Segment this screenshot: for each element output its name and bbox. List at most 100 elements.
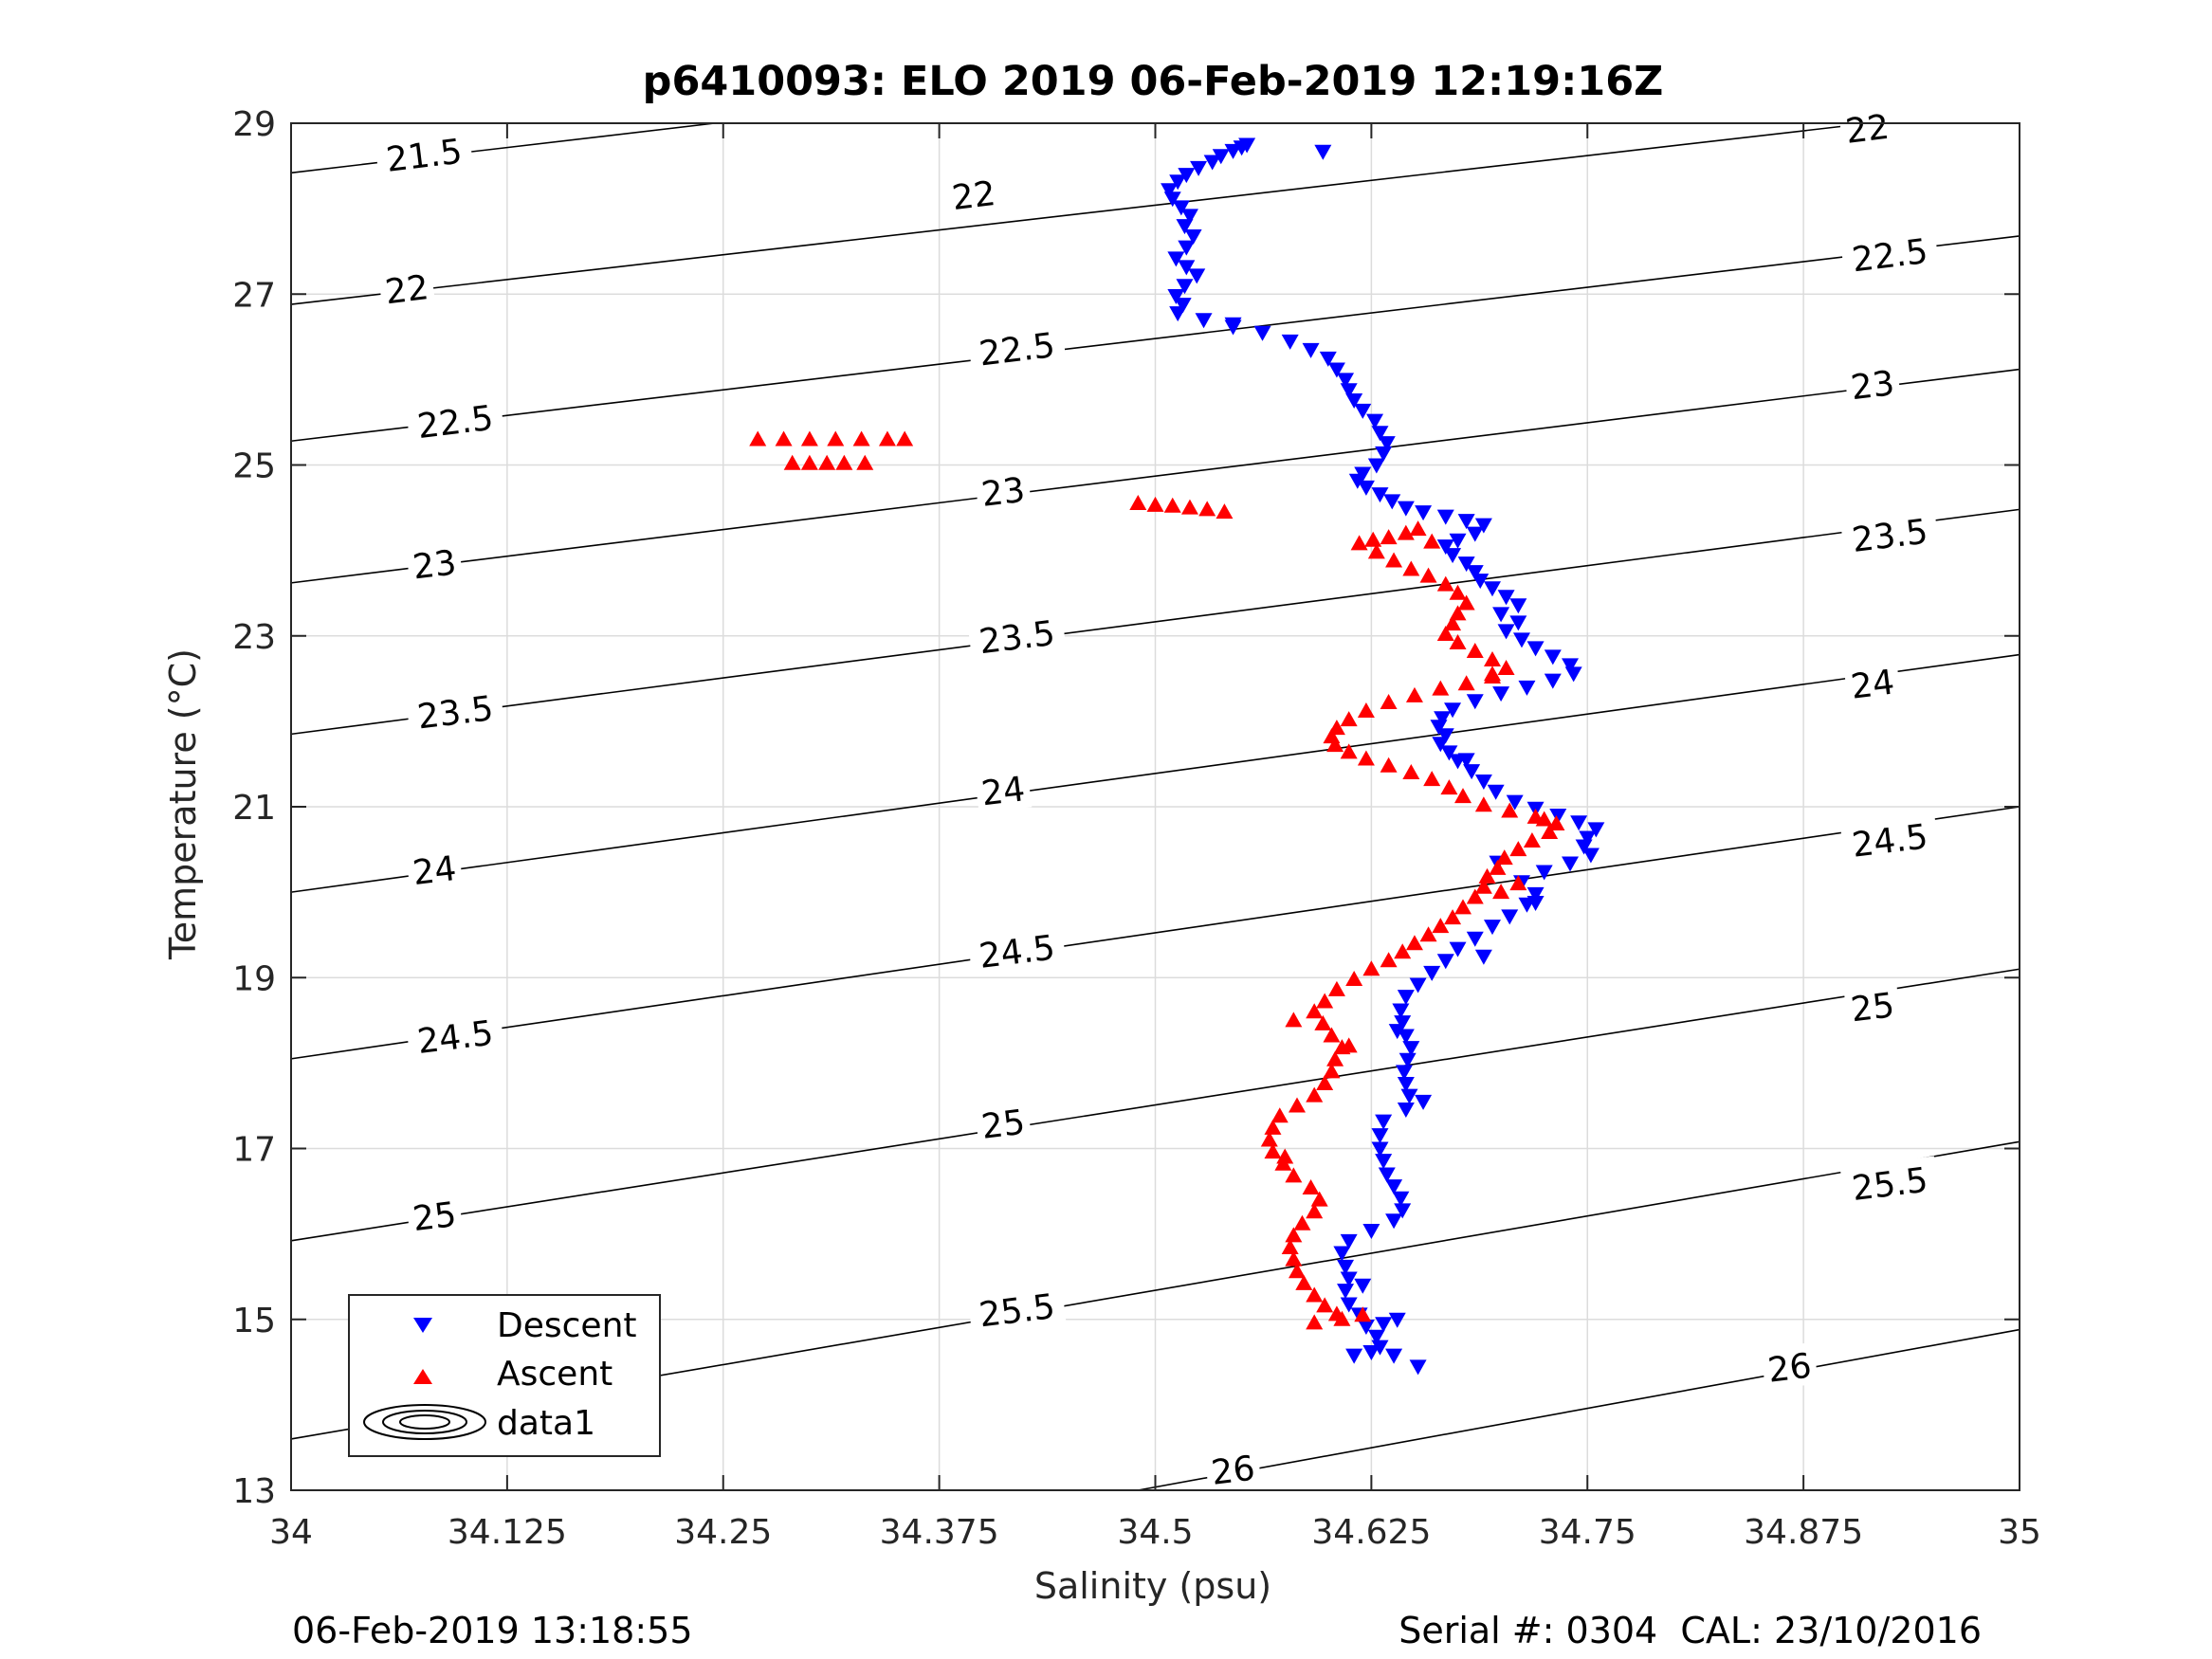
ascent-point [1285, 1227, 1303, 1243]
contour-label-26: 26 [1203, 1445, 1262, 1493]
descent-point [1354, 1278, 1372, 1294]
contour-label-background [1843, 981, 1902, 1030]
contour-label-background [1839, 507, 1940, 561]
ascent-point [1501, 802, 1519, 818]
contour-label-text: 25.5 [1850, 1161, 1930, 1209]
contour-label-text: 21.5 [384, 133, 465, 180]
series-descent [1161, 137, 1605, 1376]
descent-point [1579, 830, 1597, 847]
ascent-point [1405, 935, 1423, 951]
descent-point [1472, 574, 1490, 590]
ascent-point [1357, 702, 1375, 719]
ascent-point [1264, 1143, 1282, 1159]
descent-point [1195, 313, 1213, 329]
contour-label-background [1843, 658, 1902, 707]
descent-point [1161, 183, 1179, 199]
contour-label-background [374, 127, 474, 181]
ascent-point [800, 454, 818, 470]
ascent-point [1340, 743, 1358, 759]
ascent-point [1497, 659, 1515, 675]
chart-title: p6410093: ELO 2019 06-Feb-2019 12:19:16Z [643, 58, 1664, 105]
contour-label-background [967, 923, 1067, 977]
descent-point [1319, 351, 1337, 367]
descent-point [1544, 649, 1562, 665]
ascent-point [1449, 633, 1467, 649]
descent-point [1397, 501, 1415, 517]
descent-point [1385, 1348, 1403, 1364]
descent-point [1400, 1088, 1418, 1104]
contour-label-text: 25.5 [977, 1287, 1057, 1335]
legend-descent-label: Descent [497, 1306, 637, 1345]
ascent-point [1163, 497, 1181, 513]
descent-point [1178, 240, 1196, 256]
ascent-point [1397, 524, 1415, 540]
ascent-point [1509, 875, 1527, 891]
ascent-point [1385, 552, 1403, 568]
descent-point [1366, 413, 1384, 429]
descent-point [1394, 1203, 1412, 1219]
contour-label-25: 25 [974, 1099, 1033, 1147]
descent-point [1385, 1179, 1403, 1195]
ascent-point [1367, 543, 1385, 559]
footer-serial-cal: Serial #: 0304 CAL: 23/10/2016 [1398, 1610, 1982, 1651]
descent-point [1587, 822, 1605, 838]
ascent-point [1180, 499, 1198, 515]
descent-point [1178, 168, 1196, 184]
ascent-point [800, 430, 818, 447]
legend-descent-marker [413, 1318, 432, 1333]
descent-point [1497, 590, 1515, 606]
ascent-point [1466, 642, 1484, 658]
descent-point [1492, 686, 1510, 702]
grid-lines [290, 122, 2020, 1491]
contour-label-text: 22 [1843, 108, 1891, 152]
legend-ascent-label: Ascent [497, 1355, 612, 1394]
ascent-point [1492, 884, 1510, 900]
ascent-point [1440, 779, 1458, 795]
ascent-point [1146, 496, 1164, 512]
y-tick-label: 19 [232, 959, 276, 998]
contour-label-text: 24 [979, 770, 1027, 813]
ascent-point [1316, 1297, 1334, 1313]
ascent-point [1276, 1148, 1294, 1164]
descent-point [1212, 149, 1230, 165]
descent-point [1302, 342, 1320, 358]
descent-point [1337, 373, 1355, 389]
ascent-point [1419, 567, 1437, 583]
contour-label-background [967, 609, 1067, 663]
descent-point [1337, 1259, 1355, 1275]
contour-label-22-5: 22.5 [1839, 227, 1940, 281]
ascent-point [1323, 1063, 1341, 1079]
descent-point [1562, 658, 1580, 674]
contour-label-background [1843, 359, 1902, 408]
ascent-point [1333, 1310, 1351, 1326]
descent-point [1375, 1317, 1393, 1333]
descent-point [1440, 745, 1458, 761]
descent-point [1371, 487, 1389, 503]
ascent-point [1541, 824, 1559, 840]
contour-label-text: 22 [950, 174, 997, 218]
ascent-point [896, 430, 914, 447]
descent-point [1371, 426, 1389, 442]
ascent-point [1547, 815, 1565, 831]
descent-point [1345, 393, 1363, 410]
x-tick-label: 34.25 [674, 1513, 772, 1552]
descent-point [1378, 436, 1396, 452]
ascent-point [1340, 1037, 1358, 1053]
contour-label-text: 23 [411, 543, 458, 587]
contour-label-24: 24 [974, 765, 1033, 813]
descent-point [1348, 473, 1366, 489]
contour-label-text: 22.5 [977, 326, 1057, 374]
descent-point [1397, 1029, 1415, 1045]
contour-label-background [1203, 1445, 1262, 1493]
descent-point [1167, 251, 1185, 267]
contour-label-text: 24.5 [415, 1014, 496, 1062]
ascent-point [1419, 926, 1437, 942]
descent-point [1362, 1224, 1380, 1240]
ascent-point [852, 430, 870, 447]
ascent-point [1306, 1314, 1324, 1330]
ascent-point [835, 454, 853, 470]
descent-point [1457, 753, 1475, 769]
descent-point [1383, 494, 1401, 510]
contour-label-background [1839, 1156, 1940, 1210]
contour-label-background [1839, 812, 1940, 866]
